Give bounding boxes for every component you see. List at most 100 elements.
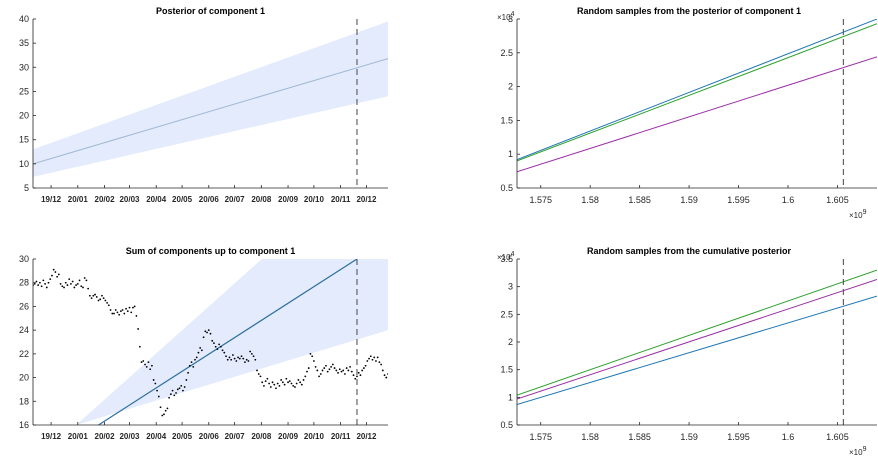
observation-point bbox=[51, 274, 53, 277]
observation-point bbox=[232, 354, 234, 356]
plot-area bbox=[33, 21, 388, 177]
y-tick-label: 2.5 bbox=[500, 48, 513, 58]
observation-point bbox=[75, 284, 77, 286]
exponent-power: 9 bbox=[863, 209, 867, 216]
observation-point bbox=[94, 293, 96, 296]
observation-point bbox=[63, 286, 65, 289]
observation-point bbox=[268, 382, 270, 385]
observation-point bbox=[219, 345, 222, 348]
y-tick-label: 1.5 bbox=[500, 365, 513, 375]
observation-point bbox=[73, 286, 76, 289]
x-tick-label: 1.6 bbox=[782, 432, 795, 442]
observation-point bbox=[197, 351, 200, 354]
observation-point bbox=[180, 384, 183, 387]
x-tick-label: 20/04 bbox=[146, 432, 167, 441]
observation-point bbox=[330, 366, 333, 368]
observation-point bbox=[235, 360, 238, 362]
x-tick-label: 1.575 bbox=[529, 432, 552, 442]
observation-point bbox=[35, 280, 38, 283]
observation-point bbox=[85, 279, 88, 282]
y-tick-label: 30 bbox=[19, 254, 29, 264]
observation-point bbox=[391, 372, 393, 374]
observation-point bbox=[394, 371, 396, 373]
y-tick-label: 20 bbox=[19, 111, 29, 121]
y-exponent-label: ×104 bbox=[497, 251, 515, 262]
x-tick-label: 20/07 bbox=[225, 195, 246, 204]
observation-point bbox=[90, 297, 93, 300]
x-tick-label: 20/11 bbox=[331, 432, 351, 441]
observation-point bbox=[145, 366, 148, 368]
series-line-1 bbox=[517, 19, 877, 161]
observation-point bbox=[269, 386, 272, 388]
x-tick-label: 1.6 bbox=[782, 195, 795, 205]
observation-point bbox=[157, 395, 160, 398]
observation-point bbox=[106, 301, 109, 304]
observation-point bbox=[369, 355, 372, 358]
y-tick-label: 2 bbox=[508, 82, 513, 92]
observation-point bbox=[300, 383, 303, 386]
observation-point bbox=[257, 373, 260, 375]
observation-point bbox=[56, 275, 59, 278]
exponent-base: ×10 bbox=[849, 211, 863, 220]
observation-point bbox=[42, 279, 45, 282]
observation-point bbox=[156, 389, 158, 392]
observation-point bbox=[294, 386, 296, 388]
observation-point bbox=[207, 329, 210, 332]
observation-point bbox=[113, 312, 115, 315]
axes-title: Sum of components up to component 1 bbox=[126, 246, 296, 256]
observation-point bbox=[333, 367, 336, 369]
exponent-power: 4 bbox=[511, 251, 515, 258]
y-tick-label: 3 bbox=[508, 14, 513, 24]
axes-title: Posterior of component 1 bbox=[156, 6, 265, 16]
observation-point bbox=[202, 336, 205, 339]
y-tick-label: 20 bbox=[19, 373, 29, 383]
observation-point bbox=[280, 379, 283, 381]
x-tick-label: 19/12 bbox=[41, 432, 62, 441]
credible-band bbox=[76, 259, 388, 425]
y-tick-label: 16 bbox=[19, 420, 29, 430]
x-tick-label: 1.595 bbox=[727, 195, 750, 205]
observation-point bbox=[285, 377, 288, 380]
series-line-1 bbox=[517, 269, 877, 396]
observation-point bbox=[352, 374, 355, 377]
observation-point bbox=[37, 284, 40, 286]
observation-point bbox=[176, 388, 179, 391]
x-exponent-label: ×109 bbox=[849, 446, 867, 457]
plot-area bbox=[33, 259, 396, 425]
observation-point bbox=[64, 281, 67, 284]
observation-point bbox=[325, 364, 327, 367]
observation-point bbox=[297, 379, 300, 381]
observation-point bbox=[252, 355, 255, 358]
observation-point bbox=[88, 294, 91, 297]
y-tick-label: 1 bbox=[508, 392, 513, 402]
observation-point bbox=[275, 387, 277, 390]
x-tick-label: 1.605 bbox=[826, 195, 849, 205]
exponent-base: ×10 bbox=[497, 253, 511, 262]
x-tick-label: 20/10 bbox=[304, 432, 325, 441]
observation-point bbox=[311, 355, 314, 358]
x-tick-label: 20/06 bbox=[199, 432, 220, 441]
observation-point bbox=[263, 384, 265, 387]
observation-point bbox=[368, 357, 370, 360]
observation-point bbox=[119, 310, 122, 313]
observation-point bbox=[304, 375, 307, 378]
x-tick-label: 20/10 bbox=[304, 195, 325, 204]
x-tick-label: 20/05 bbox=[172, 195, 193, 204]
y-tick-label: 28 bbox=[19, 278, 29, 288]
observation-point bbox=[204, 330, 207, 333]
observation-point bbox=[209, 332, 212, 335]
observation-point bbox=[144, 363, 146, 366]
observation-point bbox=[362, 367, 365, 369]
axes-p2: 0.5 1 1.5 2 2.5 3 1.575 1.58 1.585 1.59 1.595 1.6 1.… bbox=[497, 6, 877, 220]
y-tick-label: 3.5 bbox=[500, 254, 513, 264]
observation-point bbox=[335, 369, 338, 372]
x-tick-label: 20/08 bbox=[251, 432, 272, 441]
observation-point bbox=[216, 348, 219, 351]
observation-point bbox=[302, 379, 305, 381]
observation-point bbox=[281, 381, 284, 384]
observation-point bbox=[225, 355, 227, 358]
observation-point bbox=[247, 360, 250, 362]
observation-point bbox=[337, 371, 339, 374]
observation-point bbox=[323, 367, 326, 369]
observation-point bbox=[321, 369, 324, 372]
